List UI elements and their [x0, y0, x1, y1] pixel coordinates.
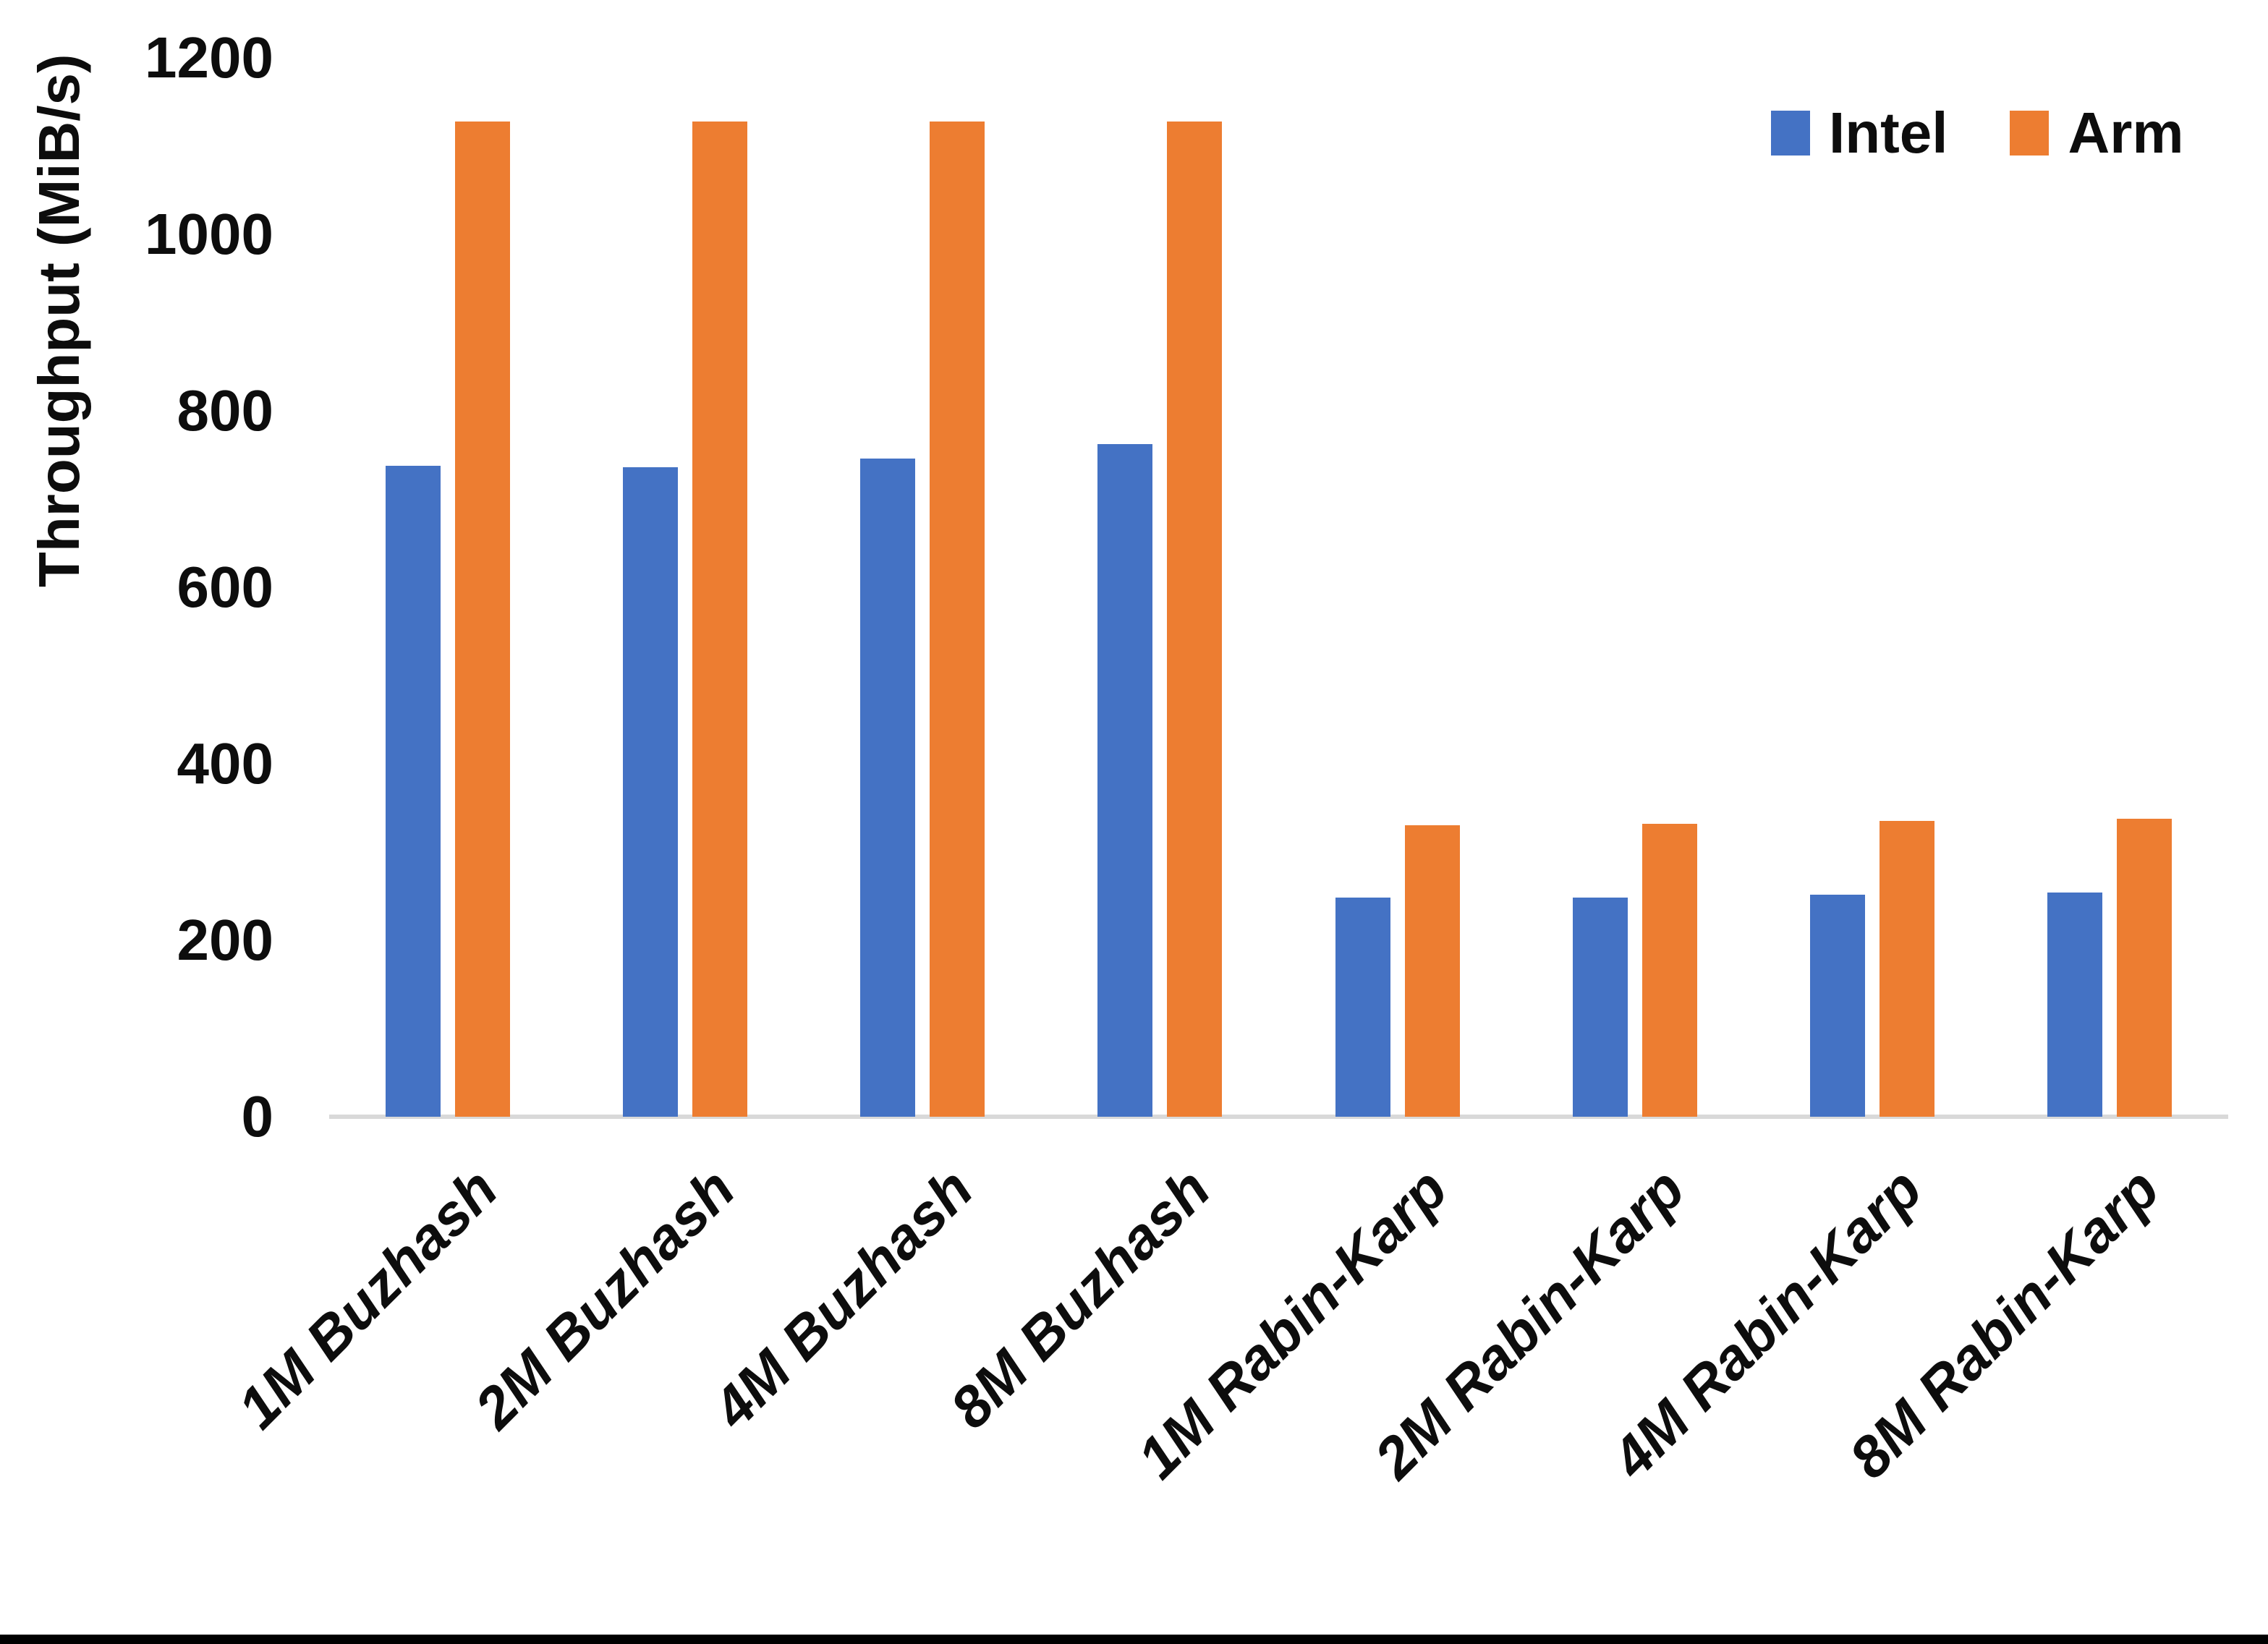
bar-intel-8m-buzhash	[1097, 444, 1152, 1117]
y-tick-label: 200	[177, 908, 273, 972]
x-axis-line	[329, 1115, 2228, 1119]
bar-intel-8m-rabin-karp	[2047, 893, 2102, 1117]
intel-series-swatch	[1771, 111, 1810, 156]
y-tick-label: 400	[177, 731, 273, 796]
legend: Intel Arm	[1771, 104, 2184, 162]
bar-arm-1m-rabin-karp	[1405, 825, 1460, 1117]
bar-arm-1m-buzhash	[455, 122, 510, 1117]
legend-label-intel: Intel	[1829, 101, 1948, 165]
bar-arm-4m-rabin-karp	[1880, 821, 1934, 1117]
y-tick-label: 800	[177, 378, 273, 443]
bar-intel-2m-buzhash	[623, 467, 678, 1117]
bar-intel-4m-buzhash	[860, 459, 915, 1117]
bar-arm-8m-buzhash	[1167, 122, 1222, 1117]
bar-arm-8m-rabin-karp	[2117, 819, 2172, 1117]
y-tick-label: 0	[241, 1084, 274, 1149]
legend-item-intel: Intel	[1771, 104, 1948, 162]
bottom-border	[0, 1635, 2268, 1644]
y-tick-label: 600	[177, 555, 273, 619]
bar-intel-2m-rabin-karp	[1573, 898, 1628, 1117]
bar-arm-2m-buzhash	[692, 122, 747, 1117]
bar-arm-4m-buzhash	[930, 122, 985, 1117]
bar-intel-4m-rabin-karp	[1810, 895, 1865, 1117]
bar-intel-1m-rabin-karp	[1335, 898, 1390, 1117]
y-tick-label: 1200	[145, 25, 273, 90]
legend-label-arm: Arm	[2068, 101, 2184, 165]
bar-intel-1m-buzhash	[386, 466, 441, 1117]
y-tick-label: 1000	[145, 202, 273, 266]
arm-series-swatch	[2010, 111, 2050, 156]
legend-item-arm: Arm	[2010, 101, 2184, 165]
bar-arm-2m-rabin-karp	[1642, 824, 1697, 1117]
